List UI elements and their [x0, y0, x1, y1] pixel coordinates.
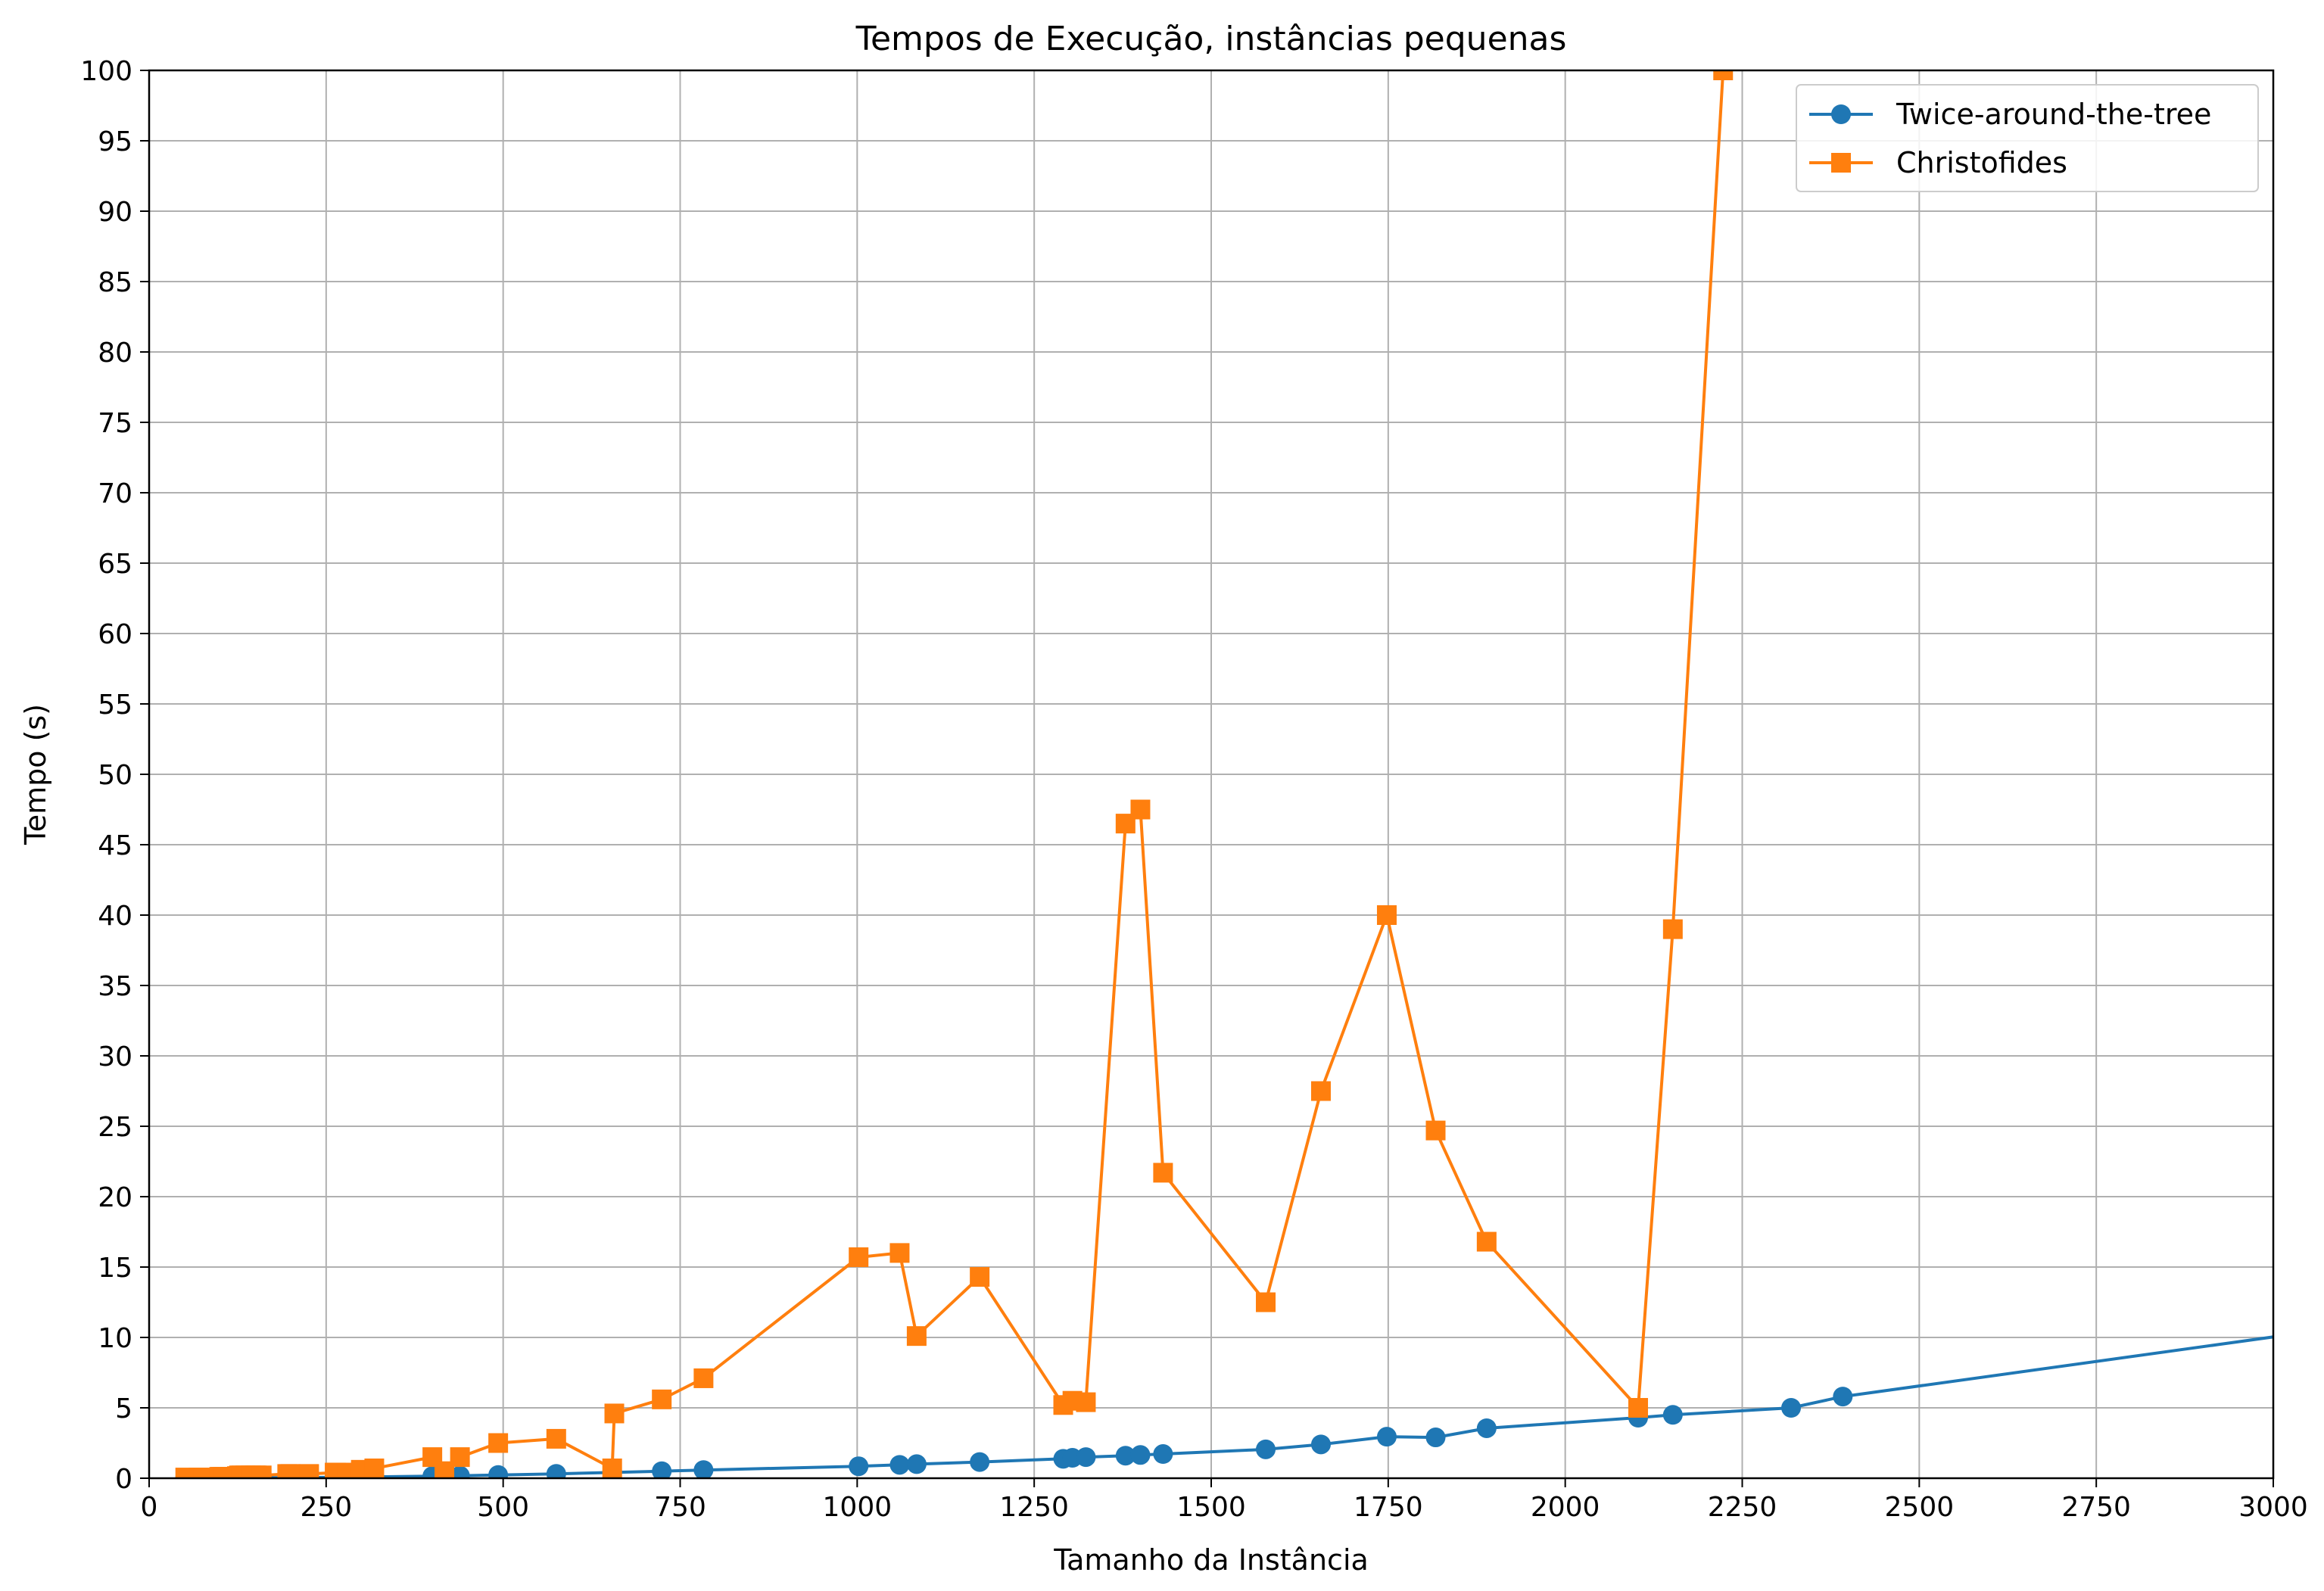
- y-tick-label: 90: [98, 197, 132, 228]
- data-point-christofides: [281, 1464, 301, 1478]
- y-axis-label: Tempo (s): [19, 704, 52, 845]
- y-tick-label: 10: [98, 1323, 132, 1354]
- data-point-christofides: [1256, 1292, 1276, 1312]
- y-tick-label: 20: [98, 1182, 132, 1213]
- x-tick-label: 1500: [1176, 1492, 1246, 1523]
- y-axis: 0 5 10 15 20 25 30 35 40 45 50 55 60 65 70 75 80 85 90 95 10…: [80, 56, 149, 1495]
- data-point-twice-around-the-tree: [1833, 1387, 1853, 1407]
- x-tick-label: 1000: [823, 1492, 893, 1523]
- y-tick-label: 60: [98, 619, 132, 650]
- y-tick-label: 80: [98, 338, 132, 369]
- x-tick-label: 1250: [999, 1492, 1069, 1523]
- data-point-twice-around-the-tree: [1076, 1447, 1096, 1468]
- data-point-twice-around-the-tree: [1153, 1444, 1173, 1465]
- data-point-twice-around-the-tree: [970, 1452, 990, 1472]
- legend-label-twice-around-the-tree: Twice-around-the-tree: [1896, 98, 2211, 131]
- data-point-christofides: [889, 1243, 910, 1263]
- data-point-christofides: [1153, 1163, 1173, 1183]
- data-point-christofides: [251, 1465, 272, 1478]
- data-point-christofides: [488, 1433, 509, 1453]
- chart-title: Tempos de Execução, instâncias pequenas: [855, 20, 1567, 58]
- data-point-christofides: [693, 1368, 714, 1388]
- data-point-christofides: [1425, 1120, 1446, 1141]
- y-tick-label: 95: [98, 126, 132, 157]
- x-tick-label: 500: [477, 1492, 529, 1523]
- y-tick-label: 45: [98, 830, 132, 861]
- legend: Twice-around-the-tree Christofides: [1796, 84, 2259, 192]
- x-tick-label: 1750: [1354, 1492, 1423, 1523]
- y-tick-label: 0: [115, 1464, 132, 1495]
- data-point-twice-around-the-tree: [849, 1456, 869, 1477]
- data-point-christofides: [1628, 1398, 1649, 1418]
- legend-label-christofides: Christofides: [1896, 146, 2067, 179]
- x-tick-label: 3000: [2238, 1492, 2308, 1523]
- data-point-christofides: [1076, 1392, 1096, 1412]
- data-point-christofides: [450, 1447, 470, 1468]
- x-tick-label: 750: [654, 1492, 706, 1523]
- data-point-twice-around-the-tree: [1476, 1418, 1497, 1438]
- data-point-twice-around-the-tree: [488, 1465, 509, 1478]
- data-point-christofides: [193, 1468, 213, 1478]
- y-tick-label: 85: [98, 267, 132, 298]
- series-christofides: [175, 70, 1734, 1478]
- y-tick-label: 70: [98, 478, 132, 509]
- data-point-christofides: [1130, 799, 1151, 820]
- data-point-christofides: [906, 1326, 927, 1347]
- grid: [148, 70, 2274, 1479]
- data-point-twice-around-the-tree: [1781, 1398, 1802, 1418]
- data-point-twice-around-the-tree: [1425, 1428, 1446, 1448]
- legend-marker-twice-around-the-tree: [1831, 104, 1851, 124]
- legend-marker-christofides: [1831, 153, 1851, 173]
- legend-box: [1796, 84, 2259, 192]
- series-layer: [175, 70, 2273, 1478]
- y-tick-label: 55: [98, 690, 132, 721]
- data-point-christofides: [602, 1458, 622, 1478]
- data-point-christofides: [299, 1464, 319, 1478]
- data-point-christofides: [546, 1428, 566, 1449]
- x-tick-label: 2000: [1531, 1492, 1600, 1523]
- data-point-twice-around-the-tree: [450, 1465, 470, 1478]
- data-point-christofides: [970, 1267, 990, 1287]
- data-point-christofides: [1476, 1231, 1497, 1252]
- y-tick-label: 35: [98, 971, 132, 1002]
- x-tick-label: 250: [300, 1492, 352, 1523]
- data-point-twice-around-the-tree: [1376, 1427, 1397, 1447]
- data-point-twice-around-the-tree: [1662, 1405, 1683, 1425]
- data-point-twice-around-the-tree: [652, 1461, 672, 1478]
- data-point-christofides: [1376, 905, 1397, 925]
- y-tick-label: 15: [98, 1253, 132, 1284]
- y-tick-label: 5: [115, 1393, 132, 1424]
- data-point-twice-around-the-tree: [1115, 1446, 1136, 1466]
- y-tick-label: 30: [98, 1041, 132, 1073]
- x-tick-label: 2750: [2061, 1492, 2131, 1523]
- data-point-christofides: [652, 1389, 672, 1409]
- y-tick-label: 50: [98, 760, 132, 791]
- data-point-christofides: [849, 1247, 869, 1267]
- x-axis: 0 250 500 750 1000 1250 1500 1750 2000 2250 2500 27…: [141, 1478, 2308, 1523]
- x-axis-label: Tamanho da Instância: [1053, 1543, 1369, 1577]
- data-point-twice-around-the-tree: [1130, 1445, 1151, 1465]
- data-point-twice-around-the-tree: [546, 1464, 566, 1478]
- data-point-twice-around-the-tree: [693, 1460, 714, 1478]
- data-point-twice-around-the-tree: [1256, 1439, 1276, 1459]
- x-tick-label: 2500: [1885, 1492, 1955, 1523]
- y-tick-label: 25: [98, 1112, 132, 1143]
- data-point-christofides: [435, 1461, 455, 1478]
- data-point-christofides: [364, 1458, 385, 1478]
- y-tick-label: 40: [98, 901, 132, 932]
- data-point-twice-around-the-tree: [1310, 1434, 1331, 1455]
- data-point-christofides: [1310, 1081, 1331, 1101]
- data-point-christofides: [604, 1403, 625, 1424]
- data-point-christofides: [1713, 70, 1734, 80]
- data-point-christofides: [1662, 919, 1683, 939]
- data-point-twice-around-the-tree: [889, 1455, 910, 1475]
- data-point-twice-around-the-tree: [906, 1454, 927, 1474]
- y-tick-label: 65: [98, 549, 132, 580]
- x-tick-label: 2250: [1708, 1492, 1777, 1523]
- x-tick-label: 0: [141, 1492, 158, 1523]
- y-tick-label: 100: [80, 56, 132, 87]
- y-tick-label: 75: [98, 408, 132, 439]
